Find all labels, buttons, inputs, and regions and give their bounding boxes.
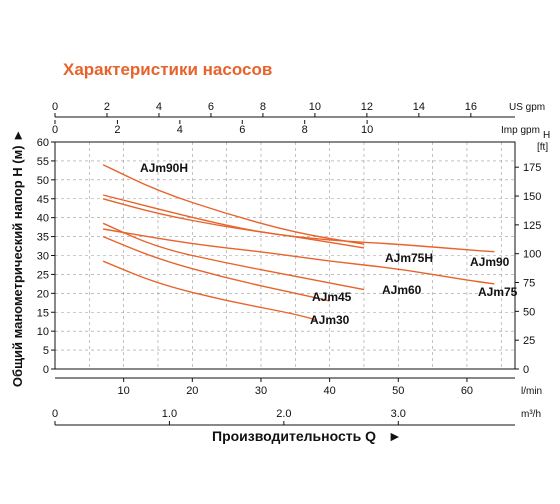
- lmin-tick-label: 40: [324, 385, 336, 397]
- impgpm-tick-label: 6: [239, 124, 245, 136]
- series-label-ajm90h: AJm90H: [140, 161, 188, 175]
- ft-tick-label: 100: [523, 249, 541, 261]
- y-tick-label: 30: [37, 251, 49, 263]
- impgpm-tick-label: 8: [302, 124, 308, 136]
- series-line-ajm90h: [102, 164, 365, 245]
- y-tick-label: 5: [43, 345, 49, 357]
- series-label-ajm30: AJm30: [310, 313, 350, 327]
- usgpm-tick-label: 8: [260, 101, 266, 113]
- impgpm-tick-label: 0: [52, 124, 58, 136]
- ft-tick-label: 75: [523, 278, 535, 290]
- y-tick-label: 55: [37, 156, 49, 168]
- usgpm-tick-label: 4: [156, 101, 162, 113]
- usgpm-tick-label: 12: [361, 101, 373, 113]
- impgpm-tick-label: 4: [177, 124, 183, 136]
- y-tick-label: 15: [37, 307, 49, 319]
- y-axis-arrow: ►: [10, 128, 25, 142]
- series-label-ajm45: AJm45: [312, 290, 352, 304]
- usgpm-tick-label: 6: [208, 101, 214, 113]
- impgpm-unit: Imp gpm: [501, 125, 540, 136]
- x-axis-arrow: ►: [387, 428, 402, 444]
- chart-title: Характеристики насосов: [63, 60, 273, 79]
- y-axis-title: Общий манометрический напор H (м) ►: [10, 118, 25, 398]
- lmin-tick-label: 60: [461, 385, 473, 397]
- y-tick-label: 50: [37, 175, 49, 187]
- m3h-tick-label: 2.0: [276, 408, 291, 420]
- series-line-ajm75h: [102, 198, 365, 249]
- lmin-unit: l/min: [521, 386, 542, 397]
- usgpm-tick-label: 14: [413, 101, 425, 113]
- series-label-ajm75: AJm75: [478, 285, 518, 299]
- y-tick-label: 40: [37, 213, 49, 225]
- lmin-tick-label: 10: [118, 385, 130, 397]
- y-axis-label: Общий манометрический напор H (м): [10, 145, 25, 388]
- usgpm-tick-label: 0: [52, 101, 58, 113]
- m3h-unit: m³/h: [521, 409, 541, 420]
- y-tick-label: 45: [37, 194, 49, 206]
- lmin-tick-label: 30: [255, 385, 267, 397]
- m3h-tick-label: 3.0: [391, 408, 406, 420]
- y-tick-label: 20: [37, 288, 49, 300]
- usgpm-tick-label: 10: [309, 101, 321, 113]
- usgpm-tick-label: 2: [104, 101, 110, 113]
- y-tick-label: 0: [43, 364, 49, 376]
- impgpm-tick-label: 2: [114, 124, 120, 136]
- ft-tick-label: 0: [523, 364, 529, 376]
- y-tick-label: 60: [37, 137, 49, 149]
- series-line-ajm45: [102, 235, 330, 302]
- m3h-tick-label: 0: [52, 408, 58, 420]
- ft-tick-label: 175: [523, 162, 541, 174]
- y-tick-label: 10: [37, 326, 49, 338]
- usgpm-tick-label: 16: [465, 101, 477, 113]
- series-line-ajm30: [102, 260, 317, 321]
- y-tick-label: 25: [37, 269, 49, 281]
- ft-axis-unit: [ft]: [537, 142, 548, 153]
- y-tick-label: 35: [37, 232, 49, 244]
- lmin-tick-label: 50: [392, 385, 404, 397]
- x-axis-label: Производительность Q: [212, 428, 377, 444]
- ft-tick-label: 125: [523, 220, 541, 232]
- series-label-ajm90: AJm90: [470, 255, 510, 269]
- x-axis-title: Производительность Q ►: [212, 428, 402, 444]
- series-line-ajm75: [102, 228, 495, 285]
- ft-axis-title: H: [543, 130, 550, 141]
- ft-tick-label: 150: [523, 191, 541, 203]
- series-label-ajm75h: AJm75H: [385, 251, 433, 265]
- ft-tick-label: 25: [523, 335, 535, 347]
- ft-tick-label: 50: [523, 306, 535, 318]
- series-line-ajm90: [102, 194, 495, 253]
- series-line-ajm60: [102, 222, 365, 291]
- usgpm-unit: US gpm: [509, 102, 545, 113]
- lmin-tick-label: 20: [186, 385, 198, 397]
- m3h-tick-label: 1.0: [162, 408, 177, 420]
- impgpm-tick-label: 10: [361, 124, 373, 136]
- series-label-ajm60: AJm60: [382, 283, 422, 297]
